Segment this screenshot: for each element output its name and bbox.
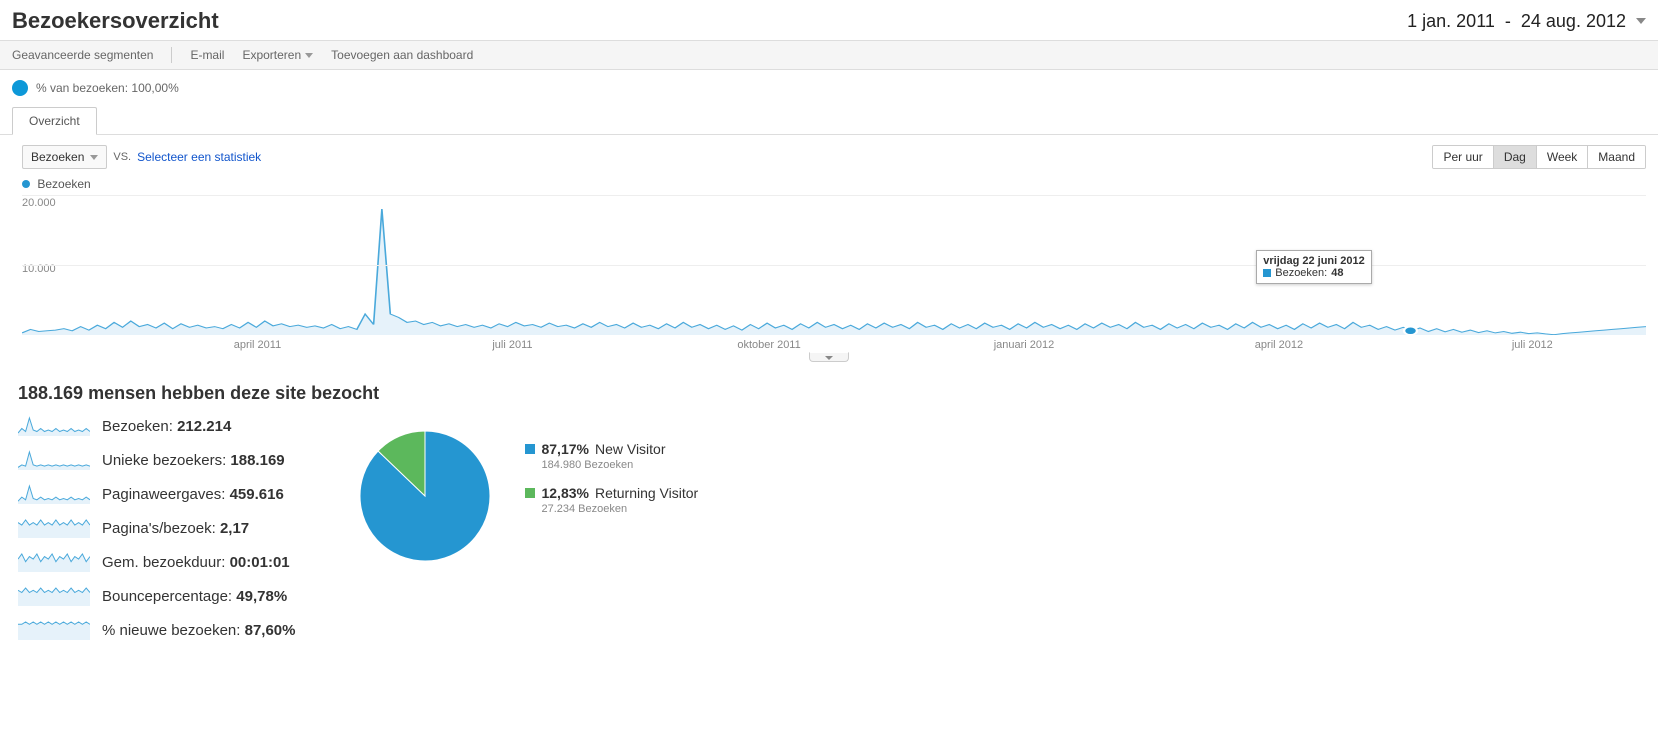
legend-color-icon bbox=[525, 444, 535, 454]
time-btn-hour[interactable]: Per uur bbox=[1433, 146, 1492, 168]
metric-text: % nieuwe bezoeken: 87,60% bbox=[102, 622, 295, 639]
main-chart[interactable]: 20.000 10.000 vrijdag 22 juni 2012 Bezoe… bbox=[0, 195, 1658, 351]
chevron-down-icon bbox=[90, 155, 98, 160]
metric-label: Bezoeken: bbox=[102, 418, 177, 435]
metric-value: 00:01:01 bbox=[230, 554, 290, 571]
sparkline bbox=[18, 450, 90, 470]
legend-percent: 87,17% bbox=[541, 441, 588, 457]
metric-row[interactable]: Bezoeken: 212.214 bbox=[18, 416, 295, 436]
metric-value: 2,17 bbox=[220, 520, 249, 537]
metric-row[interactable]: Paginaweergaves: 459.616 bbox=[18, 484, 295, 504]
legend-label: New Visitor bbox=[595, 441, 666, 457]
sparkline bbox=[18, 518, 90, 538]
legend-percent: 12,83% bbox=[541, 485, 588, 501]
email-button[interactable]: E-mail bbox=[190, 48, 224, 62]
date-to: 24 aug. 2012 bbox=[1521, 11, 1626, 32]
x-axis-label: juli 2011 bbox=[492, 339, 532, 351]
metric-text: Gem. bezoekduur: 00:01:01 bbox=[102, 554, 290, 571]
metric-text: Pagina's/bezoek: 2,17 bbox=[102, 520, 249, 537]
metric-label: Gem. bezoekduur: bbox=[102, 554, 230, 571]
advanced-segments-button[interactable]: Geavanceerde segmenten bbox=[12, 48, 153, 62]
legend-label: Returning Visitor bbox=[595, 485, 698, 501]
chart-tooltip: vrijdag 22 juni 2012 Bezoeken: 48 bbox=[1256, 250, 1372, 284]
legend-sublabel: 184.980 Bezoeken bbox=[525, 459, 698, 471]
tooltip-value: 48 bbox=[1331, 267, 1343, 279]
date-from: 1 jan. 2011 bbox=[1407, 11, 1495, 32]
metric-value: 188.169 bbox=[230, 452, 284, 469]
add-to-dashboard-button[interactable]: Toevoegen aan dashboard bbox=[331, 48, 473, 62]
metric-text: Paginaweergaves: 459.616 bbox=[102, 486, 284, 503]
time-btn-month[interactable]: Maand bbox=[1587, 146, 1645, 168]
date-sep: - bbox=[1505, 11, 1511, 32]
chart-expander bbox=[0, 350, 1658, 365]
metric-select[interactable]: Bezoeken bbox=[22, 145, 107, 169]
x-axis-label: oktober 2011 bbox=[737, 339, 800, 351]
metric-row[interactable]: Bouncepercentage: 49,78% bbox=[18, 586, 295, 606]
metric-row[interactable]: Unieke bezoekers: 188.169 bbox=[18, 450, 295, 470]
metric-label: Pagina's/bezoek: bbox=[102, 520, 220, 537]
sparkline bbox=[18, 416, 90, 436]
sparkline bbox=[18, 620, 90, 640]
metric-text: Unieke bezoekers: 188.169 bbox=[102, 452, 285, 469]
pie-legend-item[interactable]: 87,17% New Visitor 184.980 Bezoeken bbox=[525, 441, 698, 471]
visitor-breakdown: 87,17% New Visitor 184.980 Bezoeken 12,83% R… bbox=[355, 416, 698, 640]
select-statistic-link[interactable]: Selecteer een statistiek bbox=[137, 150, 261, 164]
metric-text: Bouncepercentage: 49,78% bbox=[102, 588, 287, 605]
toolbar-divider bbox=[171, 47, 172, 63]
segment-indicator: % van bezoeken: 100,00% bbox=[0, 70, 1658, 106]
tabs: Overzicht bbox=[0, 106, 1658, 135]
pie-legend-item[interactable]: 12,83% Returning Visitor 27.234 Bezoeken bbox=[525, 485, 698, 515]
metric-label: Bouncepercentage: bbox=[102, 588, 236, 605]
metric-label: Unieke bezoekers: bbox=[102, 452, 230, 469]
metrics-list: Bezoeken: 212.214 Unieke bezoekers: 188.1… bbox=[18, 416, 295, 640]
pie-chart[interactable] bbox=[355, 426, 495, 566]
time-btn-week[interactable]: Week bbox=[1536, 146, 1587, 168]
metric-row[interactable]: Pagina's/bezoek: 2,17 bbox=[18, 518, 295, 538]
metric-label: Paginaweergaves: bbox=[102, 486, 230, 503]
x-axis-label: juli 2012 bbox=[1512, 339, 1553, 351]
export-label: Exporteren bbox=[242, 48, 301, 62]
sparkline bbox=[18, 552, 90, 572]
time-btn-day[interactable]: Dag bbox=[1493, 146, 1536, 168]
expand-chart-button[interactable] bbox=[809, 352, 849, 362]
metric-row[interactable]: Gem. bezoekduur: 00:01:01 bbox=[18, 552, 295, 572]
x-axis-label: april 2011 bbox=[234, 339, 282, 351]
metric-row[interactable]: % nieuwe bezoeken: 87,60% bbox=[18, 620, 295, 640]
export-button[interactable]: Exporteren bbox=[242, 48, 313, 62]
chevron-down-icon bbox=[1636, 18, 1646, 24]
tooltip-metric: Bezoeken: bbox=[1275, 267, 1327, 279]
tooltip-color-icon bbox=[1263, 269, 1271, 277]
metric-value: 87,60% bbox=[245, 622, 296, 639]
metric-value: 212.214 bbox=[177, 418, 231, 435]
sparkline bbox=[18, 586, 90, 606]
legend-dot-icon bbox=[22, 180, 30, 188]
metric-value: 459.616 bbox=[230, 486, 284, 503]
tab-overview[interactable]: Overzicht bbox=[12, 107, 97, 135]
x-axis-label: januari 2012 bbox=[994, 339, 1055, 351]
vs-label: VS. bbox=[113, 151, 131, 163]
pie-legend: 87,17% New Visitor 184.980 Bezoeken 12,83% R… bbox=[525, 426, 698, 515]
metric-select-label: Bezoeken bbox=[31, 150, 84, 164]
page-title: Bezoekersoverzicht bbox=[12, 8, 219, 34]
tooltip-date: vrijdag 22 juni 2012 bbox=[1263, 255, 1365, 267]
time-granularity: Per uur Dag Week Maand bbox=[1432, 145, 1646, 169]
metric-value: 49,78% bbox=[236, 588, 287, 605]
metric-text: Bezoeken: 212.214 bbox=[102, 418, 231, 435]
legend-sublabel: 27.234 Bezoeken bbox=[525, 503, 698, 515]
x-axis-label: april 2012 bbox=[1255, 339, 1303, 351]
summary-title: 188.169 mensen hebben deze site bezocht bbox=[0, 365, 1658, 416]
toolbar: Geavanceerde segmenten E-mail Exporteren… bbox=[0, 40, 1658, 70]
legend-color-icon bbox=[525, 488, 535, 498]
segment-label: % van bezoeken: 100,00% bbox=[36, 81, 179, 95]
sparkline bbox=[18, 484, 90, 504]
legend-label: Bezoeken bbox=[37, 177, 90, 191]
date-range-picker[interactable]: 1 jan. 2011 - 24 aug. 2012 bbox=[1407, 11, 1646, 32]
chevron-down-icon bbox=[305, 53, 313, 58]
chart-legend: Bezoeken bbox=[0, 173, 1658, 191]
segment-circle-icon bbox=[12, 80, 28, 96]
metric-label: % nieuwe bezoeken: bbox=[102, 622, 245, 639]
